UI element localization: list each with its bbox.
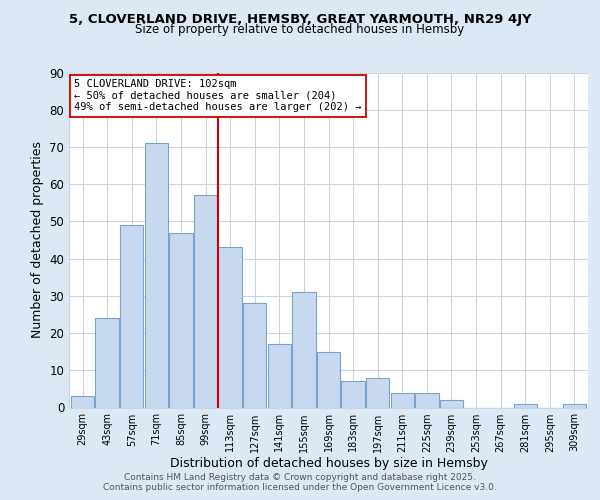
Bar [415, 392, 439, 407]
Bar [391, 392, 414, 407]
Bar [194, 196, 217, 408]
Bar [440, 400, 463, 407]
Bar [366, 378, 389, 408]
Bar [563, 404, 586, 407]
Bar [268, 344, 291, 408]
Bar [317, 352, 340, 408]
Bar [71, 396, 94, 407]
Bar [292, 292, 316, 408]
Text: Contains public sector information licensed under the Open Government Licence v3: Contains public sector information licen… [103, 482, 497, 492]
Bar [95, 318, 119, 408]
Bar [169, 232, 193, 408]
Text: Contains HM Land Registry data © Crown copyright and database right 2025.: Contains HM Land Registry data © Crown c… [124, 472, 476, 482]
Y-axis label: Number of detached properties: Number of detached properties [31, 142, 44, 338]
Bar [120, 225, 143, 408]
Bar [341, 382, 365, 407]
Bar [145, 143, 168, 407]
Bar [243, 304, 266, 408]
Text: 5 CLOVERLAND DRIVE: 102sqm
← 50% of detached houses are smaller (204)
49% of sem: 5 CLOVERLAND DRIVE: 102sqm ← 50% of deta… [74, 79, 362, 112]
Bar [514, 404, 537, 407]
Text: 5, CLOVERLAND DRIVE, HEMSBY, GREAT YARMOUTH, NR29 4JY: 5, CLOVERLAND DRIVE, HEMSBY, GREAT YARMO… [68, 12, 532, 26]
Text: Size of property relative to detached houses in Hemsby: Size of property relative to detached ho… [136, 22, 464, 36]
Bar [218, 248, 242, 408]
X-axis label: Distribution of detached houses by size in Hemsby: Distribution of detached houses by size … [170, 458, 487, 470]
